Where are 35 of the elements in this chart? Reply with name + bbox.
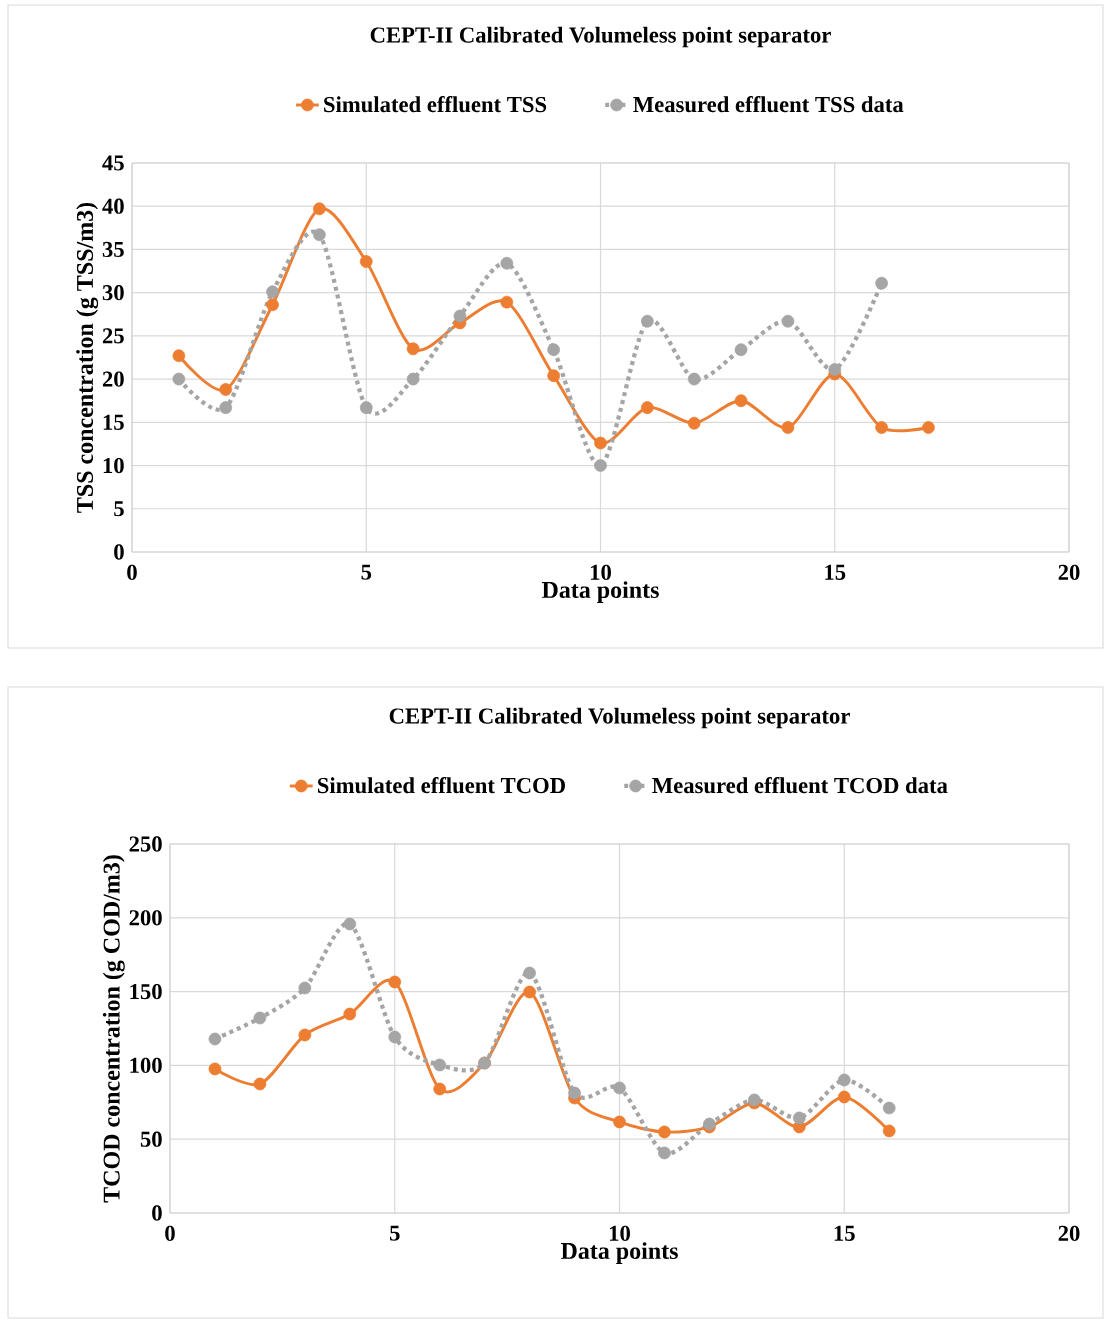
- y-tick-label: 200: [129, 910, 162, 926]
- y-tick-label: 0: [114, 544, 124, 560]
- y-tick-label: 100: [130, 1057, 162, 1074]
- x-tick-label: 20: [1058, 1225, 1080, 1242]
- y-tick-label: 5: [114, 501, 124, 517]
- x-tick-label: 15: [825, 564, 846, 580]
- x-tick-label: 5: [361, 564, 372, 580]
- y-axis-title: TSS concentration (g TSS/m3): [76, 202, 99, 513]
- y-tick-label: 45: [102, 155, 124, 171]
- x-tick-label: 10: [590, 564, 611, 580]
- x-tick-label: 0: [165, 1225, 175, 1242]
- legend-label: Simulated effluent TCOD: [317, 777, 565, 794]
- x-axis-title: Data points: [541, 581, 659, 603]
- x-axis-title: Data points: [560, 1242, 678, 1264]
- x-tick-label: 10: [609, 1225, 630, 1242]
- y-tick-label: 15: [103, 414, 124, 430]
- x-tick-label: 5: [389, 1225, 400, 1241]
- y-axis-title: TCOD concentration (g COD/m3): [102, 855, 125, 1203]
- legend-label: Measured effluent TCOD data: [652, 777, 948, 794]
- y-tick-label: 250: [129, 836, 162, 852]
- y-tick-label: 35: [102, 241, 124, 258]
- legend-label: Measured effluent TSS data: [633, 96, 904, 113]
- y-tick-label: 30: [102, 285, 124, 301]
- chart-title: CEPT-II Calibrated Volumeless point separator: [389, 707, 850, 729]
- y-tick-label: 20: [102, 371, 124, 387]
- y-tick-label: 50: [140, 1131, 162, 1147]
- y-tick-label: 150: [130, 983, 162, 1000]
- y-tick-label: 0: [152, 1205, 162, 1221]
- x-tick-label: 20: [1058, 564, 1080, 580]
- y-tick-label: 25: [102, 328, 124, 344]
- x-tick-label: 15: [834, 1225, 855, 1241]
- chart-title: CEPT-II Calibrated Volumeless point separator: [370, 26, 831, 48]
- y-tick-label: 10: [103, 457, 124, 474]
- legend-label: Simulated effluent TSS: [324, 96, 547, 113]
- y-tick-label: 40: [102, 198, 124, 214]
